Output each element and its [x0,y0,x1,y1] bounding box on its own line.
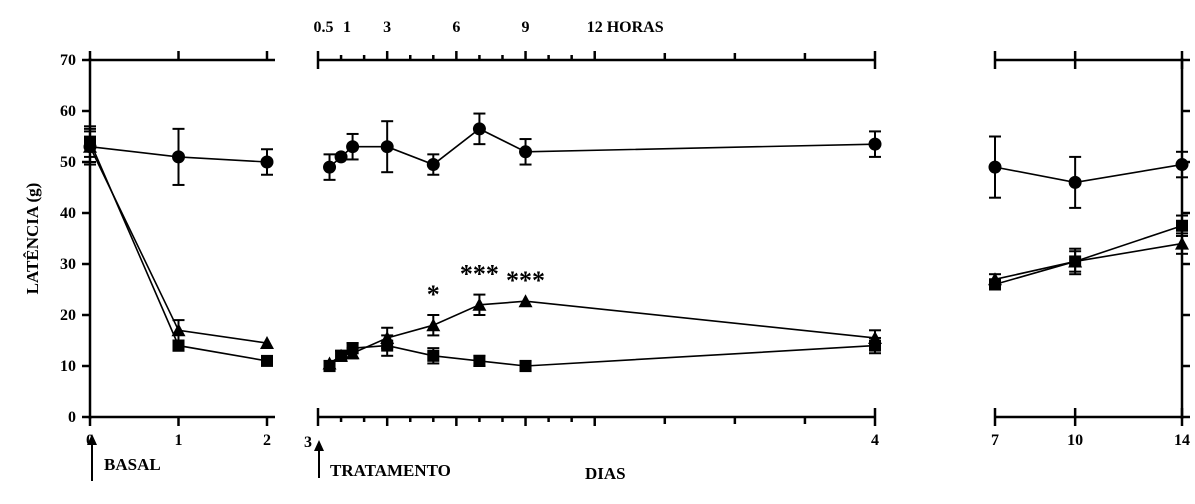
data-point-circle [260,155,274,169]
data-point-square [1069,255,1082,268]
y-tick-label: 70 [60,52,76,69]
series-line-triangle [994,242,1183,281]
top-hour-label: 9 [522,19,530,36]
x-tick-label: 7 [991,432,999,449]
y-axis-label: LATÊNCIA (g) [23,183,42,295]
data-point-circle [426,158,440,172]
data-point-circle [519,145,533,159]
top-hour-label: 0.5 [314,19,334,36]
data-point-square [261,354,273,367]
series-line-square [328,344,876,367]
x-tick-label: 2 [263,432,271,449]
series-line-square [994,224,1183,286]
series-line-circle [994,163,1183,184]
data-point-square [346,342,359,355]
data-point-square [84,135,96,148]
y-tick-label: 50 [60,154,76,171]
data-point-square [323,360,336,372]
top-hour-label: 1 [343,19,351,36]
significance-stars: *** [460,260,499,289]
top-hour-label: 3 [383,19,391,36]
significance-stars: * [427,280,440,309]
data-point-square [519,360,532,372]
data-point-circle [868,137,882,151]
data-point-square [172,339,185,352]
data-point-square [335,349,348,362]
data-point-circle [472,122,486,136]
data-point-triangle [1175,236,1189,250]
x-tick-label: 10 [1067,432,1083,449]
data-point-circle [334,150,348,164]
data-point-square [989,278,1001,291]
x-tick-label: 4 [871,432,879,449]
data-point-square [869,339,881,352]
data-point-triangle [518,294,533,308]
series-line-triangle [329,300,876,365]
y-tick-label: 30 [60,256,76,273]
data-point-triangle [472,297,487,311]
basal-annotation: BASAL [104,455,161,474]
data-point-square [381,339,394,352]
tratamento-annotation: TRATAMENTO [330,461,451,480]
data-point-circle [988,160,1002,174]
data-point-triangle [260,336,274,350]
data-point-triangle [171,323,186,337]
y-tick-label: 40 [60,205,76,222]
data-point-square [427,349,440,362]
data-point-square [1176,219,1188,232]
data-point-circle [1175,158,1189,172]
significance-stars: *** [506,266,545,295]
top-hour-label: 12 HORAS [587,19,664,36]
y-tick-label: 60 [60,103,76,120]
x-tick-label: 14 [1174,432,1190,449]
y-tick-label: 10 [60,358,76,375]
x-tick-label: 3 [304,434,312,451]
basal-arrow-head [87,434,97,445]
data-point-circle [1068,175,1082,189]
tratamento-arrow-head [314,440,324,451]
data-point-circle [323,160,337,174]
data-point-triangle [426,318,441,332]
top-hour-label: 6 [452,19,460,36]
dias-annotation: DIAS [585,464,626,483]
data-point-circle [172,150,185,164]
x-tick-label: 1 [175,432,183,449]
y-tick-label: 0 [68,409,76,426]
data-point-square [473,354,486,367]
y-tick-label: 20 [60,307,76,324]
data-point-circle [346,140,360,154]
series-line-circle [328,127,876,168]
data-point-circle [380,140,394,154]
